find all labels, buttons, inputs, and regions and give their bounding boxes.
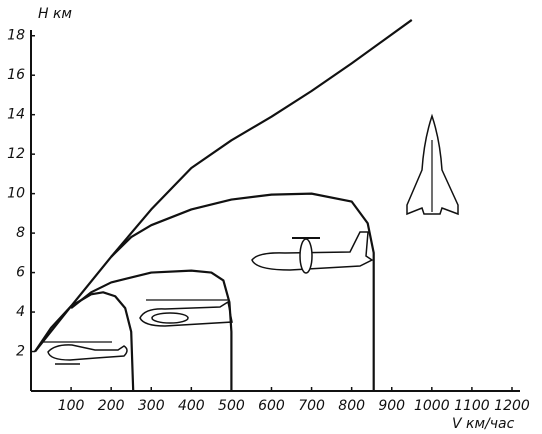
- x-tick-label: 300: [138, 398, 165, 414]
- y-tick-label: 4: [16, 304, 25, 320]
- y-tick-label: 2: [16, 344, 25, 360]
- four-engine-plane-icon: [251, 231, 374, 274]
- helicopter-icon: [42, 341, 128, 365]
- x-tick-label: 900: [378, 398, 405, 414]
- x-tick-label: 700: [298, 398, 325, 414]
- x-tick-label: 800: [338, 398, 365, 414]
- x-tick-label: 500: [218, 398, 245, 414]
- curve: [70, 269, 233, 391]
- x-tick-label: 100: [58, 398, 85, 414]
- x-tick-label: 1200: [494, 398, 530, 414]
- y-tick-label: 6: [16, 265, 25, 281]
- curve: [34, 19, 413, 353]
- curve: [34, 291, 135, 392]
- y-tick-label: 14: [7, 107, 25, 123]
- twin-engine-plane-icon: [139, 299, 233, 327]
- y-tick-label: 10: [7, 186, 25, 202]
- curve: [110, 192, 375, 391]
- x-tick-label: 400: [178, 398, 205, 414]
- x-tick-label: 1000: [414, 398, 450, 414]
- y-tick-label: 16: [7, 67, 25, 83]
- y-tick-label: 8: [16, 225, 25, 241]
- x-axis-label: V км/час: [452, 416, 515, 432]
- x-tick-label: 200: [98, 398, 125, 414]
- rocket-plane-icon: [406, 113, 459, 216]
- y-tick-label: 12: [7, 146, 25, 162]
- x-tick-label: 1100: [454, 398, 490, 414]
- y-axis-label: H км: [38, 6, 72, 22]
- x-tick-label: 600: [258, 398, 285, 414]
- y-tick-label: 18: [7, 28, 25, 44]
